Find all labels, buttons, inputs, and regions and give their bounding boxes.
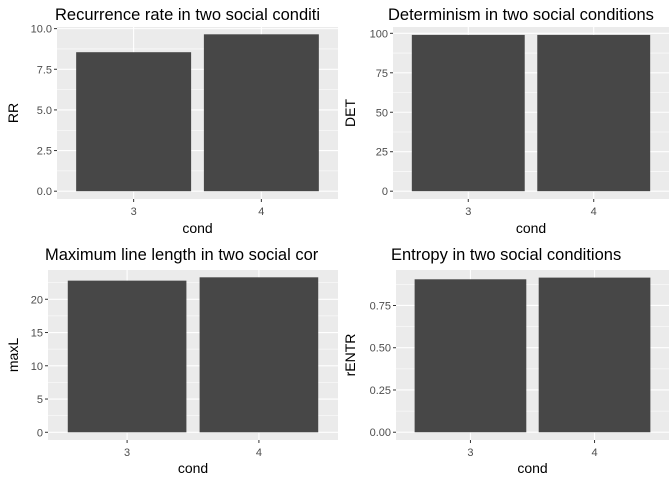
y-tick-label: 5 (37, 394, 43, 406)
x-tick-label: 3 (131, 206, 137, 218)
x-tick-label: 4 (258, 206, 264, 218)
y-axis-title: rENTR (342, 334, 358, 377)
bar-cond-4 (199, 277, 319, 433)
y-tick-label: 0 (37, 427, 43, 439)
x-tick-label: 3 (467, 447, 473, 459)
x-axis-title: cond (178, 460, 208, 476)
chart-title: Entropy in two social conditions (391, 246, 621, 264)
panel-content (396, 270, 669, 440)
y-tick-label: 5.0 (37, 105, 52, 117)
y-tick-label: 2.5 (37, 146, 52, 158)
bar-cond-4 (538, 277, 651, 433)
panel-content (57, 27, 338, 199)
x-tick-label: 3 (465, 206, 471, 218)
y-tick-label: 100 (370, 28, 388, 40)
y-tick-label: 20 (31, 294, 43, 306)
x-tick-label: 4 (591, 206, 597, 218)
y-tick-label: 0.0 (37, 186, 52, 198)
x-axis-title: cond (182, 220, 212, 236)
chart-panel-3: Maximum line length in two social cor 0 5 1… (5, 246, 338, 476)
bar-cond-3 (76, 52, 192, 192)
y-tick-label: 10 (31, 361, 43, 373)
y-tick-label: 0 (382, 186, 388, 198)
y-axis-title: DET (342, 99, 358, 127)
chart-panel-1: Recurrence rate in two social conditi 0.0… (5, 6, 338, 236)
bar-cond-4 (203, 34, 319, 192)
chart-title: Maximum line length in two social cor (45, 246, 319, 264)
x-tick-label: 3 (124, 447, 130, 459)
panel-content (393, 27, 669, 199)
y-tick-label: 0.25 (370, 385, 391, 397)
bar-cond-4 (537, 34, 651, 192)
y-tick-label: 50 (376, 107, 388, 119)
y-tick-label: 0.00 (370, 427, 391, 439)
y-tick-label: 75 (376, 68, 388, 80)
bar-cond-3 (414, 279, 527, 433)
chart-panel-2: Determinism in two social conditions 0 25 5… (342, 6, 669, 236)
x-axis-title: cond (516, 220, 546, 236)
bar-cond-3 (67, 280, 187, 433)
y-tick-label: 10.0 (31, 24, 52, 36)
chart-title: Determinism in two social conditions (388, 6, 654, 24)
panel-content (48, 270, 338, 440)
x-tick-label: 4 (256, 447, 262, 459)
chart-panel-4: Entropy in two social conditions 0.00 0.25… (342, 246, 669, 476)
y-axis-title: maxL (5, 338, 21, 372)
x-tick-label: 4 (591, 447, 597, 459)
chart-title: Recurrence rate in two social conditi (55, 6, 320, 24)
y-axis-title: RR (5, 103, 21, 123)
y-tick-label: 7.5 (37, 64, 52, 76)
y-tick-label: 25 (376, 147, 388, 159)
bar-cond-3 (411, 34, 525, 192)
y-tick-label: 0.75 (370, 300, 391, 312)
y-tick-label: 0.50 (370, 343, 391, 355)
y-tick-label: 15 (31, 328, 43, 340)
x-axis-title: cond (517, 460, 547, 476)
